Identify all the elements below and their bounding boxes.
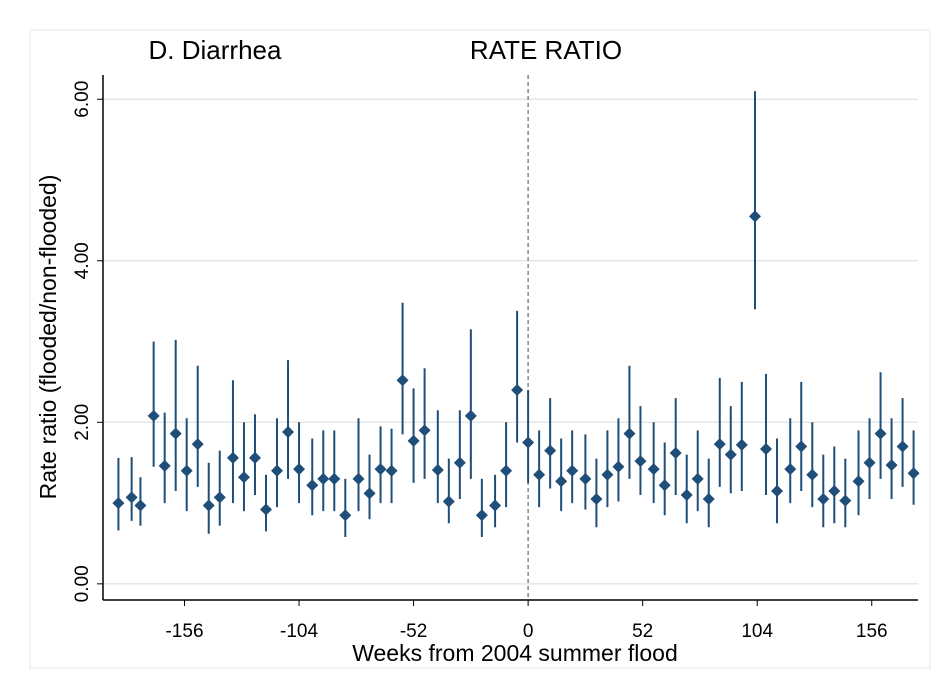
point (352, 472, 365, 485)
point (590, 493, 603, 506)
chart-title: D. Diarrhea (149, 35, 282, 65)
point (464, 409, 477, 422)
point (328, 472, 341, 485)
point (112, 497, 125, 510)
point (396, 374, 409, 387)
frame (29, 29, 931, 669)
x-axis-label: Weeks from 2004 summer flood (352, 640, 678, 666)
point (566, 464, 579, 477)
point (125, 491, 138, 504)
point (134, 499, 147, 512)
x-tick-label: -104 (280, 621, 318, 642)
point (771, 484, 784, 497)
point (634, 455, 647, 468)
point (475, 509, 488, 522)
point (213, 491, 226, 504)
point (760, 442, 773, 455)
point (724, 448, 737, 461)
point (339, 509, 352, 522)
y-tick-label: 4.00 (72, 242, 93, 279)
x-tick-label: 0 (523, 621, 534, 642)
x-tick-label: -156 (165, 621, 203, 642)
point (169, 427, 182, 440)
point (784, 463, 797, 476)
point (702, 493, 715, 506)
point (489, 499, 502, 512)
point (544, 444, 557, 457)
point (885, 459, 898, 472)
point (500, 464, 513, 477)
y-tick-label: 2.00 (72, 404, 93, 441)
point (533, 468, 546, 481)
point (418, 424, 431, 437)
point (271, 464, 284, 477)
point (237, 471, 250, 484)
point (363, 487, 376, 500)
point (579, 472, 592, 485)
y-tick-label: 0.00 (72, 565, 93, 602)
point (511, 384, 524, 396)
point (374, 463, 387, 476)
point (795, 440, 808, 453)
point (806, 468, 819, 481)
point (817, 493, 830, 506)
point (202, 499, 215, 512)
x-tick-label: 52 (632, 621, 653, 642)
point (874, 427, 887, 440)
point (839, 494, 852, 507)
point (713, 438, 726, 451)
point (522, 436, 535, 449)
point (385, 464, 398, 477)
y-tick-label: 6.00 (72, 81, 93, 118)
point (669, 447, 682, 459)
point (680, 489, 693, 501)
point (317, 472, 330, 485)
point (293, 463, 306, 476)
x-tick-label: -52 (400, 621, 427, 642)
point (260, 503, 272, 516)
x-tick-label: 104 (741, 621, 773, 642)
x-tick-label: 156 (856, 621, 888, 642)
point (735, 438, 748, 451)
point (907, 467, 920, 480)
point (158, 459, 171, 472)
point (749, 210, 761, 223)
point (147, 409, 160, 422)
point (601, 468, 614, 481)
point (647, 463, 660, 476)
y-axis-label: Rate ratio (flooded/non-flooded) (35, 175, 61, 500)
point (691, 472, 704, 485)
point (852, 475, 865, 488)
point (431, 463, 444, 476)
point (442, 495, 455, 508)
point (282, 426, 295, 438)
point (248, 451, 261, 464)
point (623, 427, 636, 440)
chart-subtitle: RATE RATIO (470, 35, 622, 65)
point (407, 434, 420, 447)
point (453, 456, 466, 469)
point (612, 460, 625, 473)
point (306, 479, 319, 492)
point (226, 451, 239, 464)
point (828, 484, 841, 497)
point (555, 475, 568, 488)
point (896, 440, 909, 453)
point (180, 464, 193, 477)
point (658, 479, 671, 492)
point (863, 456, 876, 469)
point (191, 438, 204, 451)
